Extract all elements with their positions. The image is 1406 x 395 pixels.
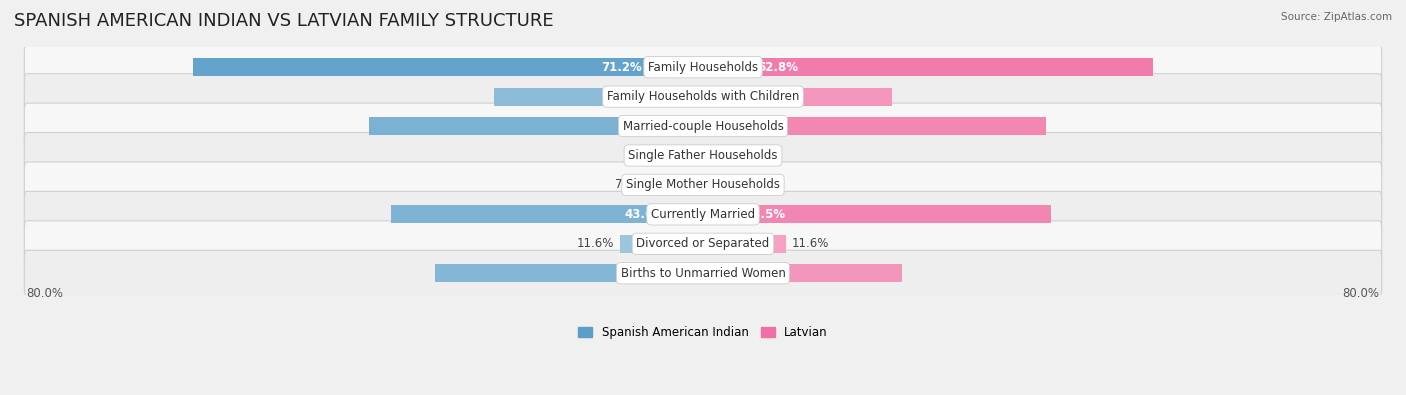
FancyBboxPatch shape bbox=[24, 250, 1382, 296]
Bar bbox=[682, 147, 703, 165]
Text: SPANISH AMERICAN INDIAN VS LATVIAN FAMILY STRUCTURE: SPANISH AMERICAN INDIAN VS LATVIAN FAMIL… bbox=[14, 12, 554, 30]
Bar bbox=[495, 88, 703, 106]
Bar bbox=[703, 176, 741, 194]
Bar bbox=[703, 235, 786, 253]
Bar bbox=[193, 58, 703, 76]
Text: 2.0%: 2.0% bbox=[723, 149, 752, 162]
Text: 47.9%: 47.9% bbox=[744, 120, 785, 133]
Bar bbox=[703, 58, 1153, 76]
Text: 27.7%: 27.7% bbox=[727, 267, 768, 280]
FancyBboxPatch shape bbox=[24, 44, 1382, 90]
FancyBboxPatch shape bbox=[24, 192, 1382, 237]
Bar bbox=[651, 176, 703, 194]
Text: 26.4%: 26.4% bbox=[725, 90, 766, 103]
FancyBboxPatch shape bbox=[24, 162, 1382, 208]
Text: Source: ZipAtlas.com: Source: ZipAtlas.com bbox=[1281, 12, 1392, 22]
Bar bbox=[703, 88, 893, 106]
Bar bbox=[391, 205, 703, 224]
Text: 71.2%: 71.2% bbox=[600, 61, 641, 74]
Bar bbox=[434, 264, 703, 282]
Text: 46.6%: 46.6% bbox=[621, 120, 662, 133]
Bar bbox=[703, 147, 717, 165]
Text: Married-couple Households: Married-couple Households bbox=[623, 120, 783, 133]
Bar bbox=[703, 264, 901, 282]
Legend: Spanish American Indian, Latvian: Spanish American Indian, Latvian bbox=[574, 322, 832, 344]
Text: Divorced or Separated: Divorced or Separated bbox=[637, 237, 769, 250]
Text: 11.6%: 11.6% bbox=[792, 237, 830, 250]
Text: 2.9%: 2.9% bbox=[647, 149, 676, 162]
Text: Family Households: Family Households bbox=[648, 61, 758, 74]
FancyBboxPatch shape bbox=[24, 221, 1382, 267]
Bar bbox=[368, 117, 703, 135]
Text: Family Households with Children: Family Households with Children bbox=[607, 90, 799, 103]
FancyBboxPatch shape bbox=[24, 103, 1382, 149]
Text: 62.8%: 62.8% bbox=[756, 61, 799, 74]
Text: 5.3%: 5.3% bbox=[747, 179, 776, 192]
Text: Currently Married: Currently Married bbox=[651, 208, 755, 221]
Text: 48.5%: 48.5% bbox=[745, 208, 786, 221]
FancyBboxPatch shape bbox=[24, 133, 1382, 179]
Text: 80.0%: 80.0% bbox=[1343, 287, 1379, 300]
Text: Single Father Households: Single Father Households bbox=[628, 149, 778, 162]
Bar bbox=[620, 235, 703, 253]
Text: 37.4%: 37.4% bbox=[630, 267, 671, 280]
Text: Single Mother Households: Single Mother Households bbox=[626, 179, 780, 192]
Text: Births to Unmarried Women: Births to Unmarried Women bbox=[620, 267, 786, 280]
Text: 43.6%: 43.6% bbox=[624, 208, 665, 221]
FancyBboxPatch shape bbox=[24, 74, 1382, 120]
Bar bbox=[703, 117, 1046, 135]
Text: 11.6%: 11.6% bbox=[576, 237, 614, 250]
Text: 80.0%: 80.0% bbox=[27, 287, 63, 300]
Text: 7.3%: 7.3% bbox=[616, 179, 645, 192]
Bar bbox=[703, 205, 1050, 224]
Text: 29.1%: 29.1% bbox=[637, 90, 678, 103]
